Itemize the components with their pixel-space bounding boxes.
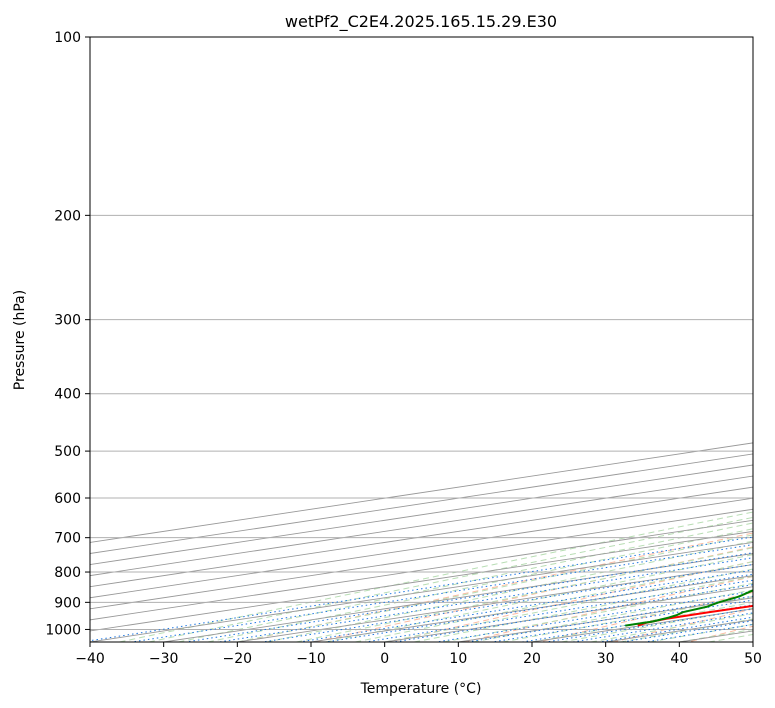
moist-adiabat-line bbox=[178, 522, 753, 642]
isotherm-line bbox=[90, 475, 753, 577]
x-tick-label: 0 bbox=[380, 651, 389, 667]
isotherm-line bbox=[90, 486, 753, 588]
moist-adiabat-line bbox=[325, 554, 753, 642]
y-tick-label: 900 bbox=[54, 595, 81, 611]
x-tick-label: 50 bbox=[744, 651, 762, 667]
mixing-ratio-line bbox=[365, 579, 753, 642]
x-tick-label: 30 bbox=[597, 651, 615, 667]
y-tick-label: 1000 bbox=[45, 622, 81, 638]
pressure-gridlines bbox=[90, 37, 753, 630]
y-tick-label: 700 bbox=[54, 531, 81, 547]
x-axis-ticks: −40 −30 −20 −10 0 10 20 30 40 50 bbox=[75, 642, 762, 667]
plot-area: 0.10.20.40.611.52346810131620253036-100-… bbox=[90, 37, 753, 642]
y-axis-label: Pressure (hPa) bbox=[12, 290, 28, 390]
mixing-ratio-line bbox=[299, 569, 753, 642]
isotherm-line bbox=[90, 464, 753, 566]
isotherm-line bbox=[90, 519, 753, 621]
isotherm-line bbox=[90, 530, 753, 632]
moist-adiabat-line bbox=[355, 561, 753, 642]
y-tick-label: 500 bbox=[54, 444, 81, 460]
moist-adiabat-line bbox=[414, 575, 753, 642]
mixing-ratio-line bbox=[436, 590, 753, 642]
x-tick-label: 20 bbox=[523, 651, 541, 667]
moist-adiabat-line bbox=[207, 528, 753, 642]
isotherm-line bbox=[90, 508, 753, 610]
x-tick-label: −30 bbox=[149, 651, 179, 667]
y-tick-label: 800 bbox=[54, 565, 81, 581]
y-tick-label: 200 bbox=[54, 208, 81, 224]
moist-adiabats bbox=[119, 511, 753, 642]
isotherm-line bbox=[90, 497, 753, 599]
y-tick-label: 300 bbox=[54, 313, 81, 329]
moist-adiabat-line bbox=[237, 534, 753, 642]
y-tick-label: 400 bbox=[54, 387, 81, 403]
moist-adiabat-line bbox=[502, 595, 753, 642]
y-tick-label: 100 bbox=[54, 30, 81, 46]
y-axis-ticks: 100 200 300 400 500 600 700 800 900 1000 bbox=[45, 30, 90, 638]
mixing-ratio-line bbox=[218, 557, 753, 642]
x-tick-label: 10 bbox=[449, 651, 467, 667]
x-tick-label: 40 bbox=[670, 651, 688, 667]
isotherm-line bbox=[90, 442, 753, 543]
x-axis-label: Temperature (°C) bbox=[360, 681, 482, 697]
isotherms bbox=[90, 442, 753, 642]
moist-adiabat-line bbox=[119, 511, 753, 642]
moist-adiabat-line bbox=[148, 516, 753, 642]
mixing-ratio-line bbox=[131, 544, 753, 642]
chart-title: wetPf2_C2E4.2025.165.15.29.E30 bbox=[285, 12, 557, 32]
y-tick-label: 600 bbox=[54, 491, 81, 507]
plot-frame bbox=[89, 36, 754, 643]
x-tick-label: −10 bbox=[296, 651, 326, 667]
isotherm-line bbox=[90, 453, 753, 554]
x-tick-label: −20 bbox=[223, 651, 253, 667]
x-tick-label: −40 bbox=[75, 651, 105, 667]
